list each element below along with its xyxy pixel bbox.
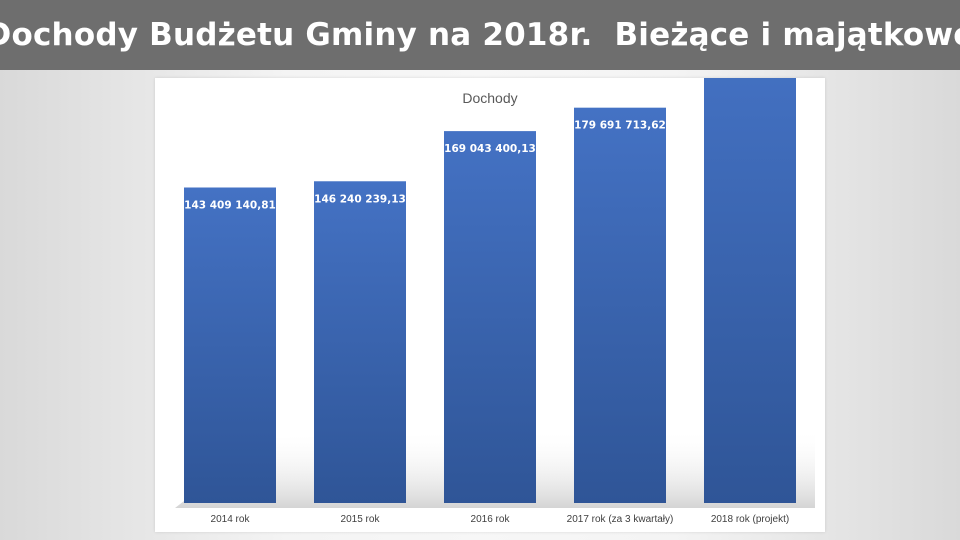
bar-2 [314,181,406,503]
bar-value-label-4: 179 691 713,62 [574,120,666,132]
x-tick-label-1: 2014 rok [211,514,251,525]
bar-5 [704,78,796,503]
bar-value-label-2: 146 240 239,13 [314,193,406,205]
title-bar [0,0,960,70]
bar-1 [184,187,276,504]
chart-title: Dochody [462,90,517,106]
x-tick-label-5: 2018 rok (projekt) [711,514,789,525]
bar-chart: Dochody 143 409 140,81 146 240 239,13 169 … [175,78,815,525]
x-tick-label-2: 2015 rok [341,514,381,525]
bar-4 [574,107,666,504]
chart-card: Dochody 143 409 140,81 146 240 239,13 169 … [155,78,825,532]
bar-value-label-1: 143 409 140,81 [184,199,276,211]
bars-group: 143 409 140,81 146 240 239,13 169 043 400,… [184,78,796,504]
x-tick-label-4: 2017 rok (za 3 kwartały) [567,514,674,525]
bar-value-label-3: 169 043 400,13 [444,143,536,155]
slide-title: Dochody Budżetu Gminy na 2018r. Bieżące … [0,17,960,53]
x-tick-label-3: 2016 rok [471,514,511,525]
x-axis-labels: 2014 rok 2015 rok 2016 rok 2017 rok (za 3 k… [211,514,790,525]
bar-3 [444,131,536,503]
